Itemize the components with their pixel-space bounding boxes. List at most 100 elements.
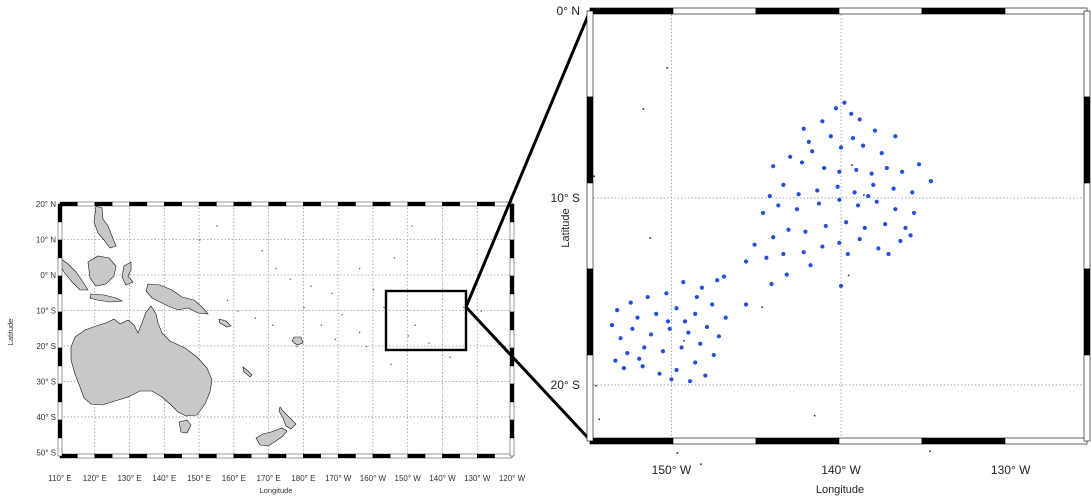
detail-island-marker (761, 306, 763, 308)
detail-island-marker (598, 418, 601, 421)
scatter-point (642, 345, 647, 350)
scatter-point (715, 278, 720, 283)
scatter-point (884, 165, 889, 171)
detail-map: 150° W 140° W 130° W 0° N 10° S 20° S Longit… (551, 4, 1091, 496)
scatter-point (883, 222, 888, 227)
overview-gridlines (60, 204, 512, 456)
overview-border-segment (216, 453, 235, 459)
overview-x-tick-label: 140° W (429, 474, 456, 483)
scatter-point (857, 236, 862, 242)
overview-map: 110° E 120° E 130° E 140° E 150° E 160° E 170°… (6, 200, 526, 495)
overview-border-segment (57, 257, 63, 277)
overview-island-dot (289, 278, 291, 280)
scatter-point (721, 274, 727, 279)
scatter-point (693, 360, 698, 365)
detail-y-axis-label: Latitude (560, 208, 572, 247)
solomon-islands-landmass (218, 318, 232, 328)
detail-island-marker (676, 452, 679, 454)
overview-island-dot (303, 306, 305, 309)
scatter-point (771, 164, 776, 169)
scatter-point (803, 229, 808, 234)
overview-x-tick-label: 120° W (499, 474, 526, 483)
scatter-point (723, 315, 728, 320)
scatter-point (810, 149, 815, 154)
detail-island-marker (929, 450, 931, 452)
detail-border-segment (589, 7, 674, 15)
overview-x-tick-label: 140° E (152, 474, 176, 483)
detail-data-points (609, 100, 934, 384)
overview-island-dot (390, 363, 392, 365)
overview-border-segment (111, 453, 130, 459)
overview-checkered-border (57, 201, 515, 459)
overview-border-segment (459, 201, 478, 207)
overview-island-dot (359, 267, 361, 270)
overview-x-tick-label: 150° W (395, 474, 422, 483)
overview-border-segment (198, 201, 217, 207)
overview-border-segment (57, 383, 63, 403)
scatter-point (838, 283, 844, 288)
overview-small-islands (199, 225, 482, 365)
tasmania-landmass (178, 419, 192, 434)
scatter-point (794, 207, 800, 212)
scatter-point (665, 319, 671, 324)
overview-border-segment (146, 453, 165, 459)
detail-border-segment (921, 437, 1006, 445)
detail-border-segment (838, 437, 923, 445)
scatter-point (686, 330, 691, 335)
overview-border-segment (494, 453, 513, 459)
overview-island-dot (449, 356, 451, 358)
overview-border-segment (77, 453, 95, 459)
scatter-point (828, 134, 833, 139)
scatter-point (842, 100, 847, 105)
overview-border-segment (57, 293, 63, 313)
detail-island-marker (851, 164, 853, 166)
overview-border-segment (94, 201, 113, 207)
scatter-point (640, 364, 645, 369)
detail-island-marker (863, 194, 865, 196)
detail-border-segment (1083, 268, 1091, 356)
scatter-point (903, 225, 908, 230)
borneo-landmass (87, 255, 117, 287)
overview-border-segment (198, 453, 217, 459)
scatter-point (660, 349, 666, 354)
scatter-point (710, 302, 715, 307)
overview-y-tick-label: 20° N (36, 200, 56, 209)
australia-landmass (70, 305, 213, 417)
scatter-point (806, 139, 811, 144)
scatter-point (801, 250, 806, 255)
overview-border-segment (57, 419, 63, 439)
scatter-point (801, 126, 806, 131)
overview-border-segment (251, 201, 269, 207)
scatter-point (855, 203, 861, 208)
scatter-point (679, 345, 684, 350)
scatter-point (869, 171, 874, 176)
detail-y-tick-label: 0° N (557, 4, 580, 18)
overview-border-segment (372, 453, 391, 459)
overview-border-segment (57, 365, 63, 385)
scatter-point (928, 179, 934, 184)
inset-region-box (384, 289, 468, 352)
overview-border-segment (442, 453, 461, 459)
scatter-point (908, 233, 913, 238)
overview-border-segment (164, 201, 182, 207)
overview-island-dot (320, 324, 322, 326)
scatter-point (854, 167, 859, 173)
overview-border-segment (57, 437, 63, 457)
overview-border-segment (233, 201, 252, 207)
overview-border-segment (509, 257, 515, 277)
scatter-point (687, 379, 693, 384)
overview-border-segment (94, 453, 113, 459)
scatter-point (893, 207, 898, 212)
overview-island-dot (341, 314, 343, 316)
overview-border-segment (59, 201, 78, 207)
scatter-point (615, 308, 620, 313)
zoom-connector-bottom (464, 305, 592, 442)
overview-island-dot (365, 345, 368, 348)
detail-island-marker (847, 274, 850, 277)
overview-border-segment (57, 347, 63, 367)
detail-map-frame (589, 10, 1088, 442)
scatter-point (891, 186, 896, 191)
overview-y-tick-label: 30° S (36, 377, 56, 386)
scatter-point (844, 220, 849, 225)
detail-border-segment (1083, 96, 1091, 184)
